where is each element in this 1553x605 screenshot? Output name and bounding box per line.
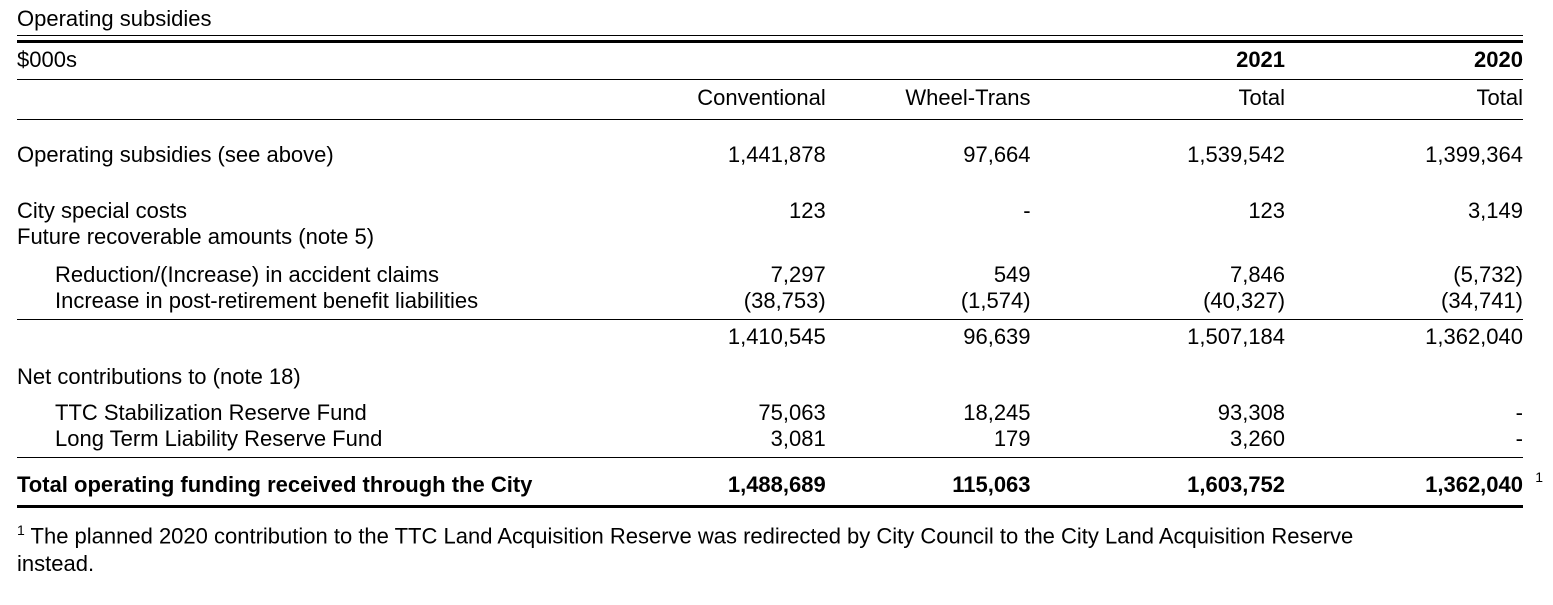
value-cell: (34,741) xyxy=(1285,288,1523,320)
page-title: Operating subsidies xyxy=(17,6,1523,36)
column-header-total-2021: Total xyxy=(1030,79,1286,120)
operating-subsidies-table: $000s 2021 2020 Conventional Wheel-Trans… xyxy=(17,40,1543,508)
value-cell: 1,399,364 xyxy=(1425,142,1523,167)
year-header-2021: 2021 xyxy=(1030,41,1286,80)
value-cell xyxy=(1285,224,1523,250)
value-cell: 93,308 xyxy=(1217,400,1286,425)
value-text: 1,362,040 xyxy=(1425,472,1523,497)
row-post-retirement: Increase in post-retirement benefit liab… xyxy=(17,288,1523,320)
value-cell: 123 xyxy=(1248,198,1286,223)
value-cell: 123 xyxy=(789,198,826,223)
year-header-2020: 2020 xyxy=(1285,41,1523,80)
value-cell: 7,297 xyxy=(770,262,826,287)
row-label: Total operating funding received through… xyxy=(17,457,641,508)
empty-cell xyxy=(825,41,1031,80)
value-cell: - xyxy=(1515,400,1523,425)
value-cell: 1,441,878 xyxy=(727,142,826,167)
row-city-special-costs: City special costs 123 - 123 3,149 xyxy=(17,184,1523,224)
value-cell: 1,488,689 xyxy=(640,457,826,508)
row-long-term-liability: Long Term Liability Reserve Fund 3,081 1… xyxy=(17,426,1523,458)
total-2020-value: 1,362,040 1 xyxy=(1425,469,1543,498)
row-label: Operating subsidies (see above) xyxy=(17,142,334,167)
value-cell: (38,753) xyxy=(640,288,826,320)
value-cell: 3,260 xyxy=(1030,426,1286,458)
value-cell xyxy=(826,224,1031,250)
value-cell: 549 xyxy=(993,262,1031,287)
row-future-recoverable: Future recoverable amounts (note 5) xyxy=(17,224,1523,250)
row-label: Reduction/(Increase) in accident claims xyxy=(55,262,439,287)
row-label: City special costs xyxy=(17,198,187,223)
value-cell: 97,664 xyxy=(963,142,1031,167)
value-cell: 3,081 xyxy=(640,426,826,458)
value-cell xyxy=(1285,362,1523,390)
row-subtotal: 1,410,545 96,639 1,507,184 1,362,040 xyxy=(17,320,1523,363)
value-cell: 1,362,040 xyxy=(1425,324,1523,349)
row-label: Future recoverable amounts (note 5) xyxy=(17,224,375,249)
value-cell: (40,327) xyxy=(1030,288,1286,320)
value-cell: 115,063 xyxy=(825,457,1031,508)
value-cell: 1,539,542 xyxy=(1187,142,1286,167)
value-cell xyxy=(640,362,825,390)
row-label: Increase in post-retirement benefit liab… xyxy=(17,288,641,320)
row-accident-claims: Reduction/(Increase) in accident claims … xyxy=(17,250,1523,288)
value-cell: 96,639 xyxy=(963,324,1031,349)
value-cell: - xyxy=(1285,426,1523,458)
row-net-contributions: Net contributions to (note 18) xyxy=(17,362,1523,390)
row-label: Net contributions to (note 18) xyxy=(17,364,301,389)
row-label: Long Term Liability Reserve Fund xyxy=(17,426,641,458)
empty-cell xyxy=(17,79,641,120)
value-cell xyxy=(826,362,1031,390)
column-header-total-2020: Total xyxy=(1285,79,1523,120)
empty-cell xyxy=(640,41,826,80)
value-cell xyxy=(640,224,825,250)
value-cell: 3,149 xyxy=(1467,198,1523,223)
value-cell xyxy=(1031,362,1286,390)
value-cell: 1,507,184 xyxy=(1187,324,1286,349)
row-label xyxy=(17,320,640,363)
footnote: 1 The planned 2020 contribution to the T… xyxy=(17,516,1417,578)
value-cell: 75,063 xyxy=(758,400,826,425)
value-cell: - xyxy=(1023,198,1031,223)
row-operating-subsidies: Operating subsidies (see above) 1,441,87… xyxy=(17,120,1523,185)
column-header-conventional: Conventional xyxy=(640,79,826,120)
value-cell: 18,245 xyxy=(963,400,1031,425)
value-cell xyxy=(1031,224,1286,250)
value-cell: (1,574) xyxy=(825,288,1031,320)
value-cell: 179 xyxy=(825,426,1031,458)
column-header-row: Conventional Wheel-Trans Total Total xyxy=(17,79,1523,120)
column-header-wheel-trans: Wheel-Trans xyxy=(825,79,1031,120)
row-total-operating-funding: Total operating funding received through… xyxy=(17,457,1543,508)
value-cell: 1,410,545 xyxy=(727,324,826,349)
value-cell: 1,603,752 xyxy=(1030,457,1286,508)
total-label: Total operating funding received through… xyxy=(17,472,533,497)
units-label: $000s xyxy=(17,41,641,80)
value-cell: (5,732) xyxy=(1453,262,1523,287)
year-header-row: $000s 2021 2020 xyxy=(17,41,1523,80)
value-cell: 7,846 xyxy=(1229,262,1286,287)
footnote-text: The planned 2020 contribution to the TTC… xyxy=(17,523,1354,577)
row-ttc-stabilization: TTC Stabilization Reserve Fund 75,063 18… xyxy=(17,390,1523,426)
value-cell: 1,362,040 1 xyxy=(1285,457,1543,508)
row-label: TTC Stabilization Reserve Fund xyxy=(55,400,367,425)
footnote-ref: 1 xyxy=(1535,469,1543,485)
footnote-marker: 1 xyxy=(17,522,25,538)
